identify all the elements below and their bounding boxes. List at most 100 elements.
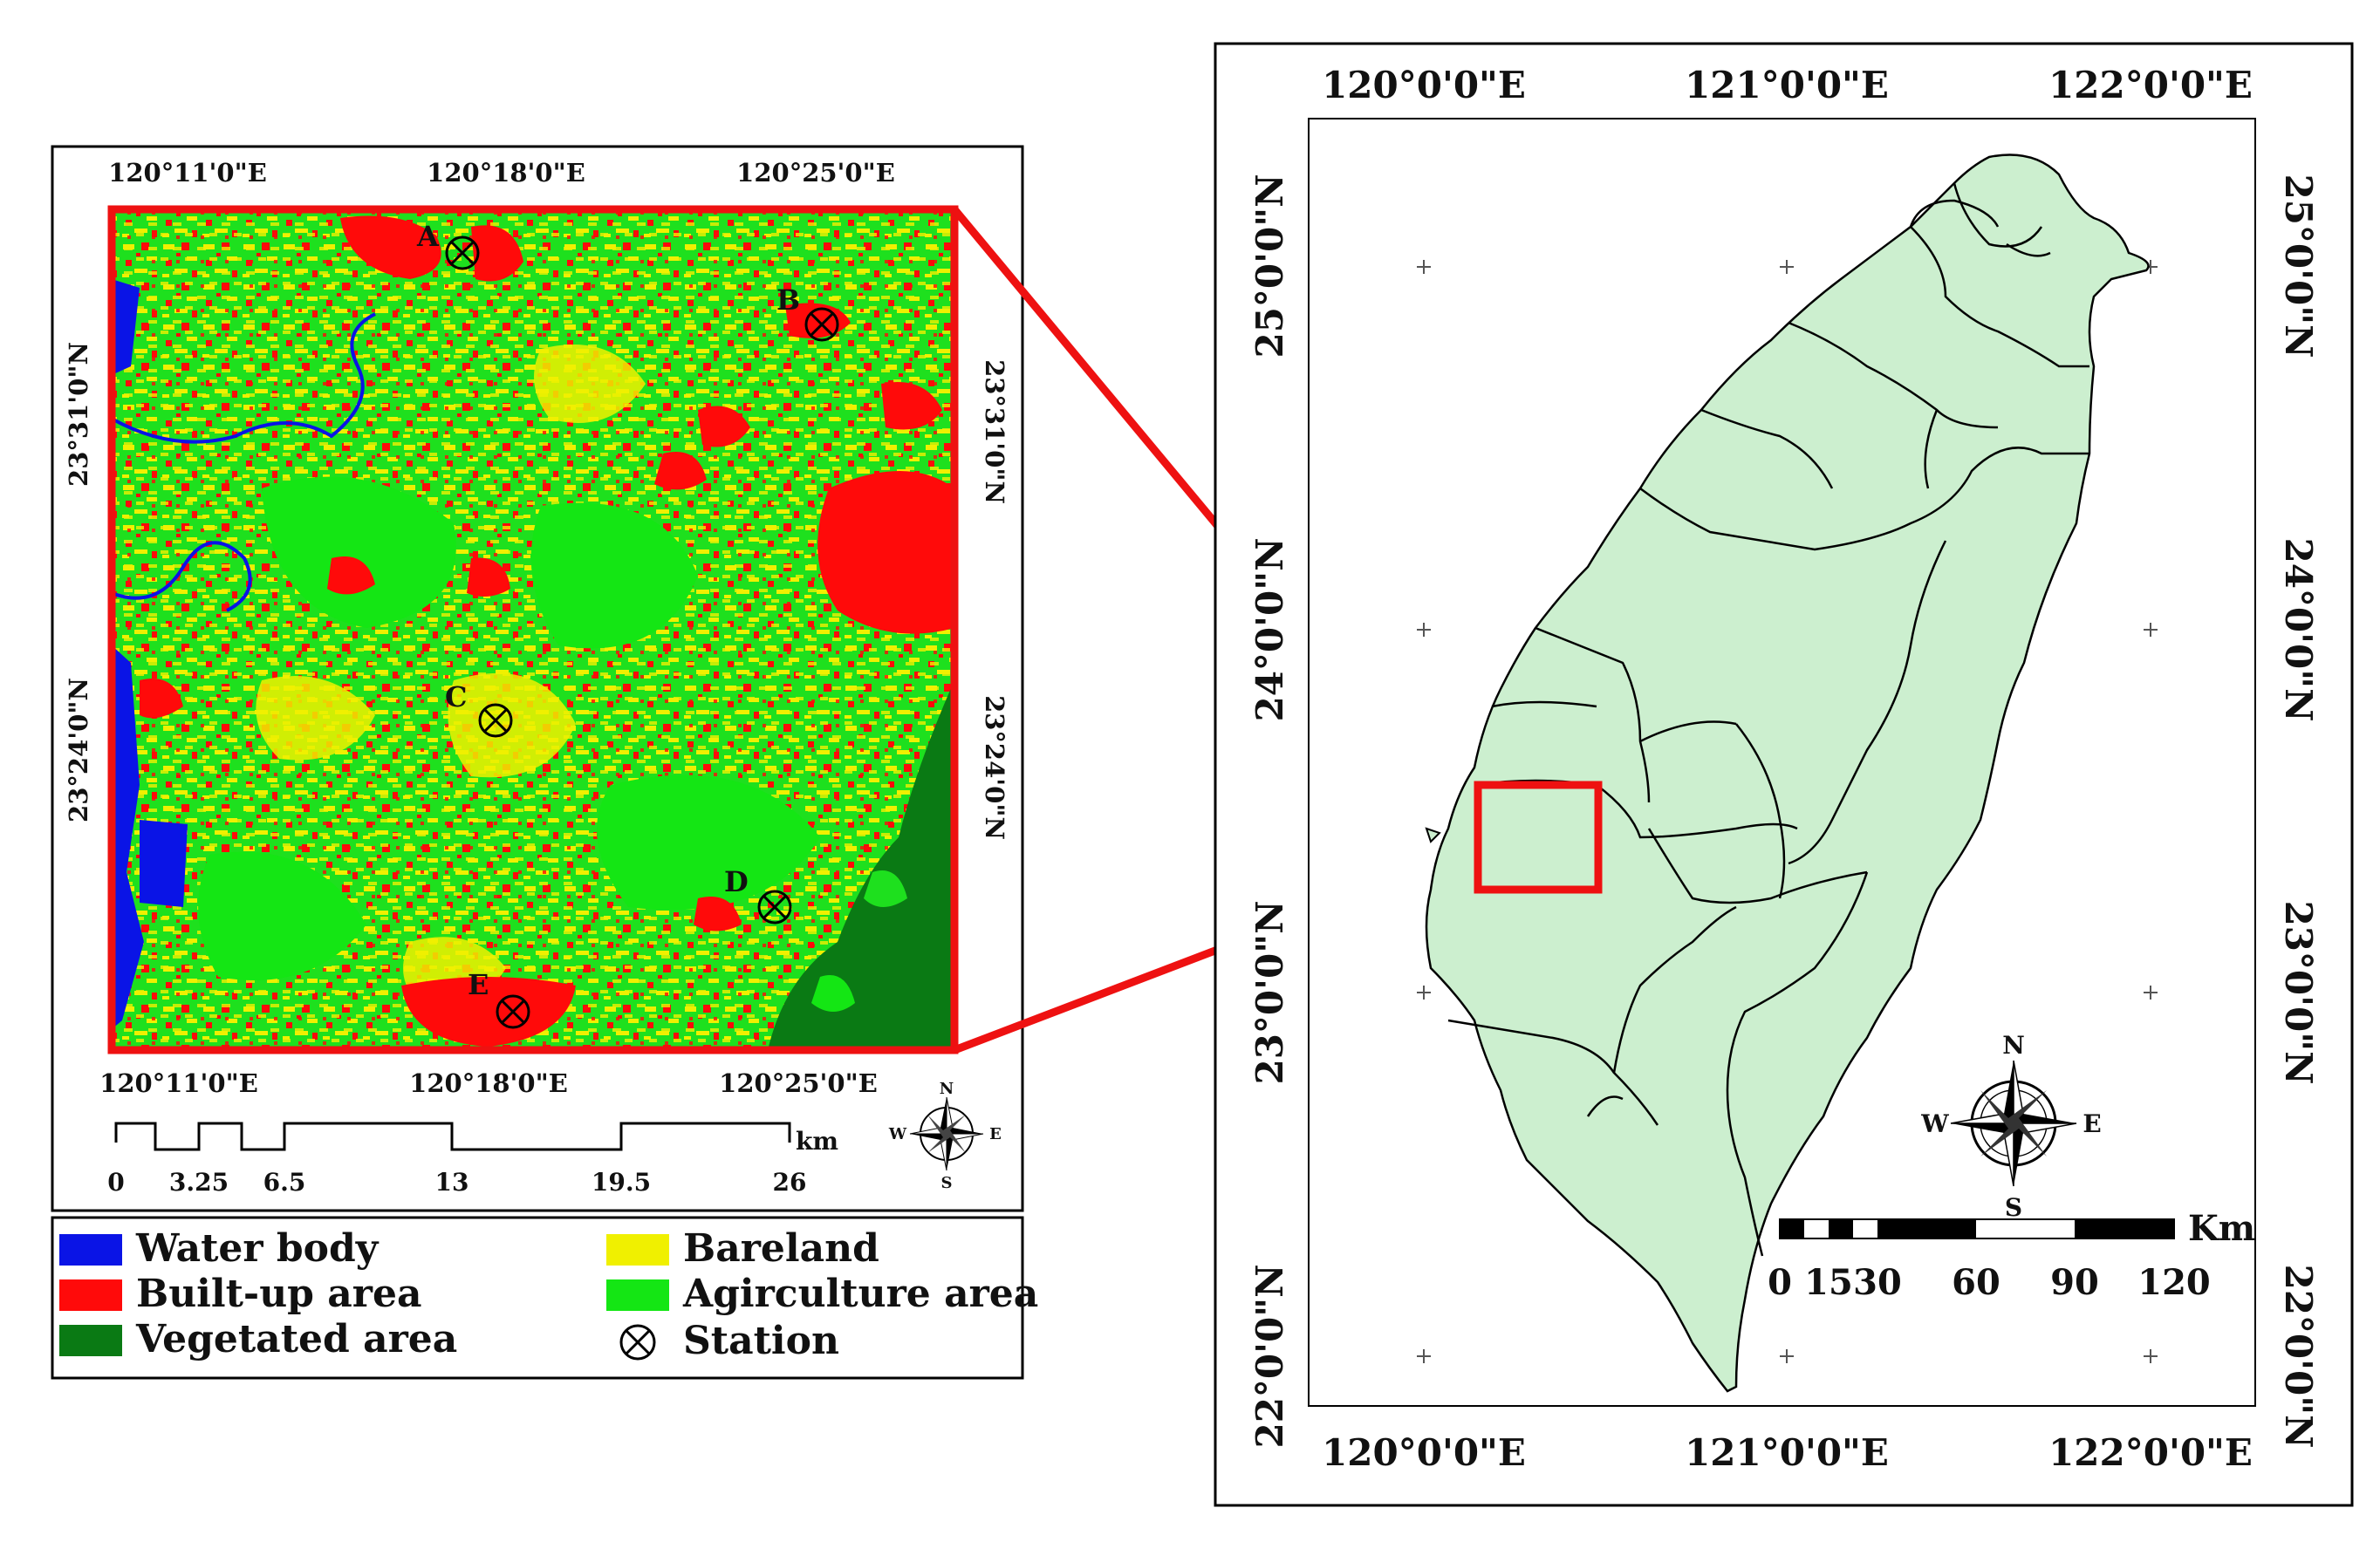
- left-top-lon-label-2: 120°18'0"E: [427, 158, 585, 188]
- legend-label-builtup: Built-up area: [136, 1272, 421, 1316]
- builtup-patch: [327, 556, 375, 595]
- river-south: [111, 541, 252, 612]
- taiwan-overview-panel: 120°0'0"E 121°0'0"E 122°0'0"E 120°0'0"E …: [1214, 42, 2354, 1507]
- left-scale-tick-2: 6.5: [263, 1168, 306, 1197]
- right-scale-bar: Km 0 15 30 60 90 120: [1768, 1208, 2255, 1303]
- right-top-lon-label-2: 121°0'0"E: [1685, 64, 1889, 106]
- county-boundaries: [1447, 182, 2089, 1257]
- right-scale-unit: Km: [2188, 1208, 2255, 1249]
- legend-item-bareland: Bareland: [606, 1226, 879, 1271]
- builtup-patch: [467, 557, 510, 597]
- right-bottom-lon-label-3: 122°0'0"E: [2048, 1431, 2253, 1474]
- station-symbol-icon: [619, 1324, 656, 1361]
- builtup-patch: [694, 897, 742, 931]
- water-body-ponds: [140, 820, 188, 907]
- right-compass-n: N: [2002, 1031, 2025, 1060]
- legend-label-agriculture: Agirculture area: [682, 1272, 1038, 1316]
- station-e-label: E: [468, 968, 489, 1001]
- left-right-lat-labels: 23°31'0"N 23°24'0"N: [980, 359, 1009, 840]
- right-left-lat-label-4: 22°0'0"N: [1248, 1264, 1291, 1448]
- right-left-lat-label-3: 23°0'0"N: [1248, 900, 1291, 1084]
- left-top-lon-label-1: 120°11'0"E: [108, 158, 267, 188]
- builtup-patch: [140, 679, 183, 719]
- right-right-lat-label-2: 24°0'0"N: [2277, 537, 2320, 721]
- legend-label-station: Station: [683, 1319, 839, 1363]
- right-top-lon-label-3: 122°0'0"E: [2048, 64, 2253, 106]
- right-right-lat-label-4: 22°0'0"N: [2277, 1264, 2320, 1448]
- station-c-label: C: [445, 680, 467, 713]
- builtup-patch-city: [817, 471, 954, 634]
- agriculture-patch: [262, 476, 456, 628]
- left-scale-tick-4: 19.5: [592, 1168, 651, 1197]
- legend: Water body Built-up area Vegetated area …: [51, 1216, 1038, 1380]
- left-top-lon-label-3: 120°25'0"E: [736, 158, 895, 188]
- builtup-patch: [401, 977, 576, 1047]
- right-left-lat-label-2: 24°0'0"N: [1248, 537, 1291, 721]
- agriculture-patch: [530, 502, 698, 649]
- left-scale-unit: km: [796, 1127, 838, 1156]
- right-compass-s: S: [2005, 1193, 2022, 1222]
- stations: A B C D E: [416, 220, 839, 1029]
- right-left-lat-label-1: 25°0'0"N: [1248, 174, 1291, 358]
- right-right-lat-labels: 25°0'0"N 24°0'0"N 23°0'0"N 22°0'0"N: [2277, 174, 2320, 1448]
- legend-item-builtup: Built-up area: [59, 1272, 421, 1316]
- left-compass-s: S: [941, 1174, 953, 1192]
- coastal-islet: [1425, 827, 1441, 843]
- right-compass-w: W: [1920, 1109, 1949, 1138]
- study-area-box: [1474, 781, 1603, 894]
- legend-swatch-vegetated: [59, 1325, 122, 1356]
- legend-item-water: Water body: [59, 1226, 380, 1271]
- builtup-patch: [471, 225, 523, 282]
- left-scale-tick-3: 13: [435, 1168, 469, 1197]
- land-cover-raster: [111, 209, 954, 1050]
- left-right-lat-label-2: 23°24'0"N: [980, 695, 1009, 840]
- right-bottom-lon-label-1: 120°0'0"E: [1322, 1431, 1526, 1474]
- right-scale-tick-0: 0: [1768, 1262, 1792, 1303]
- study-area-highlight-frame: [107, 205, 959, 1054]
- left-bottom-lon-label-3: 120°25'0"E: [719, 1068, 878, 1098]
- bareland-patch: [534, 345, 646, 423]
- right-bottom-lon-label-2: 121°0'0"E: [1685, 1431, 1889, 1474]
- right-scale-tick-5: 120: [2137, 1262, 2211, 1303]
- water-body: [112, 645, 144, 1029]
- builtup-patch: [654, 452, 707, 490]
- agriculture-patch: [864, 870, 907, 907]
- left-scale-tick-0: 0: [107, 1168, 124, 1197]
- right-compass-rose: N S E W: [1920, 1031, 2101, 1222]
- left-scale-tick-1: 3.25: [169, 1168, 229, 1197]
- left-top-lon-labels: 120°11'0"E 120°18'0"E 120°25'0"E: [108, 158, 895, 188]
- legend-swatch-water: [59, 1234, 122, 1266]
- left-bottom-lon-label-2: 120°18'0"E: [409, 1068, 568, 1098]
- left-lat-label-2: 23°24'0"N: [64, 678, 93, 822]
- left-right-lat-label-1: 23°31'0"N: [980, 359, 1009, 504]
- station-b-label: B: [776, 283, 800, 317]
- river-north: [111, 312, 376, 444]
- left-compass-n: N: [940, 1080, 954, 1098]
- left-compass-rose: N S E W: [888, 1080, 1002, 1192]
- station-a-label: A: [416, 220, 440, 253]
- left-bottom-lon-label-1: 120°11'0"E: [99, 1068, 258, 1098]
- legend-label-water: Water body: [135, 1226, 380, 1271]
- station-c: C: [445, 680, 513, 738]
- left-scale-bar: km 0 3.25 6.5 13 19.5 26: [107, 1122, 838, 1197]
- legend-swatch-bareland: [606, 1234, 669, 1266]
- agriculture-patch: [811, 975, 855, 1012]
- builtup-patch: [698, 406, 750, 447]
- right-compass-e: E: [2082, 1109, 2101, 1138]
- builtup-patch: [881, 382, 942, 430]
- bareland-patch: [256, 676, 375, 761]
- right-scale-tick-4: 90: [2050, 1262, 2099, 1303]
- right-top-lon-label-1: 120°0'0"E: [1322, 64, 1526, 106]
- station-e: E: [468, 968, 530, 1029]
- builtup-patch: [340, 215, 441, 279]
- right-scale-tick-1: 15: [1804, 1262, 1853, 1303]
- left-scale-bar-line: [114, 1122, 791, 1151]
- agriculture-patch: [198, 851, 366, 980]
- legend-label-vegetated: Vegetated area: [135, 1317, 457, 1361]
- legend-swatch-builtup: [59, 1279, 122, 1311]
- taiwan-landmass: [1425, 154, 2150, 1393]
- right-top-lon-labels: 120°0'0"E 121°0'0"E 122°0'0"E: [1322, 64, 2253, 106]
- left-scale-tick-5: 26: [773, 1168, 807, 1197]
- station-d: D: [724, 865, 792, 925]
- left-compass-w: W: [888, 1125, 907, 1143]
